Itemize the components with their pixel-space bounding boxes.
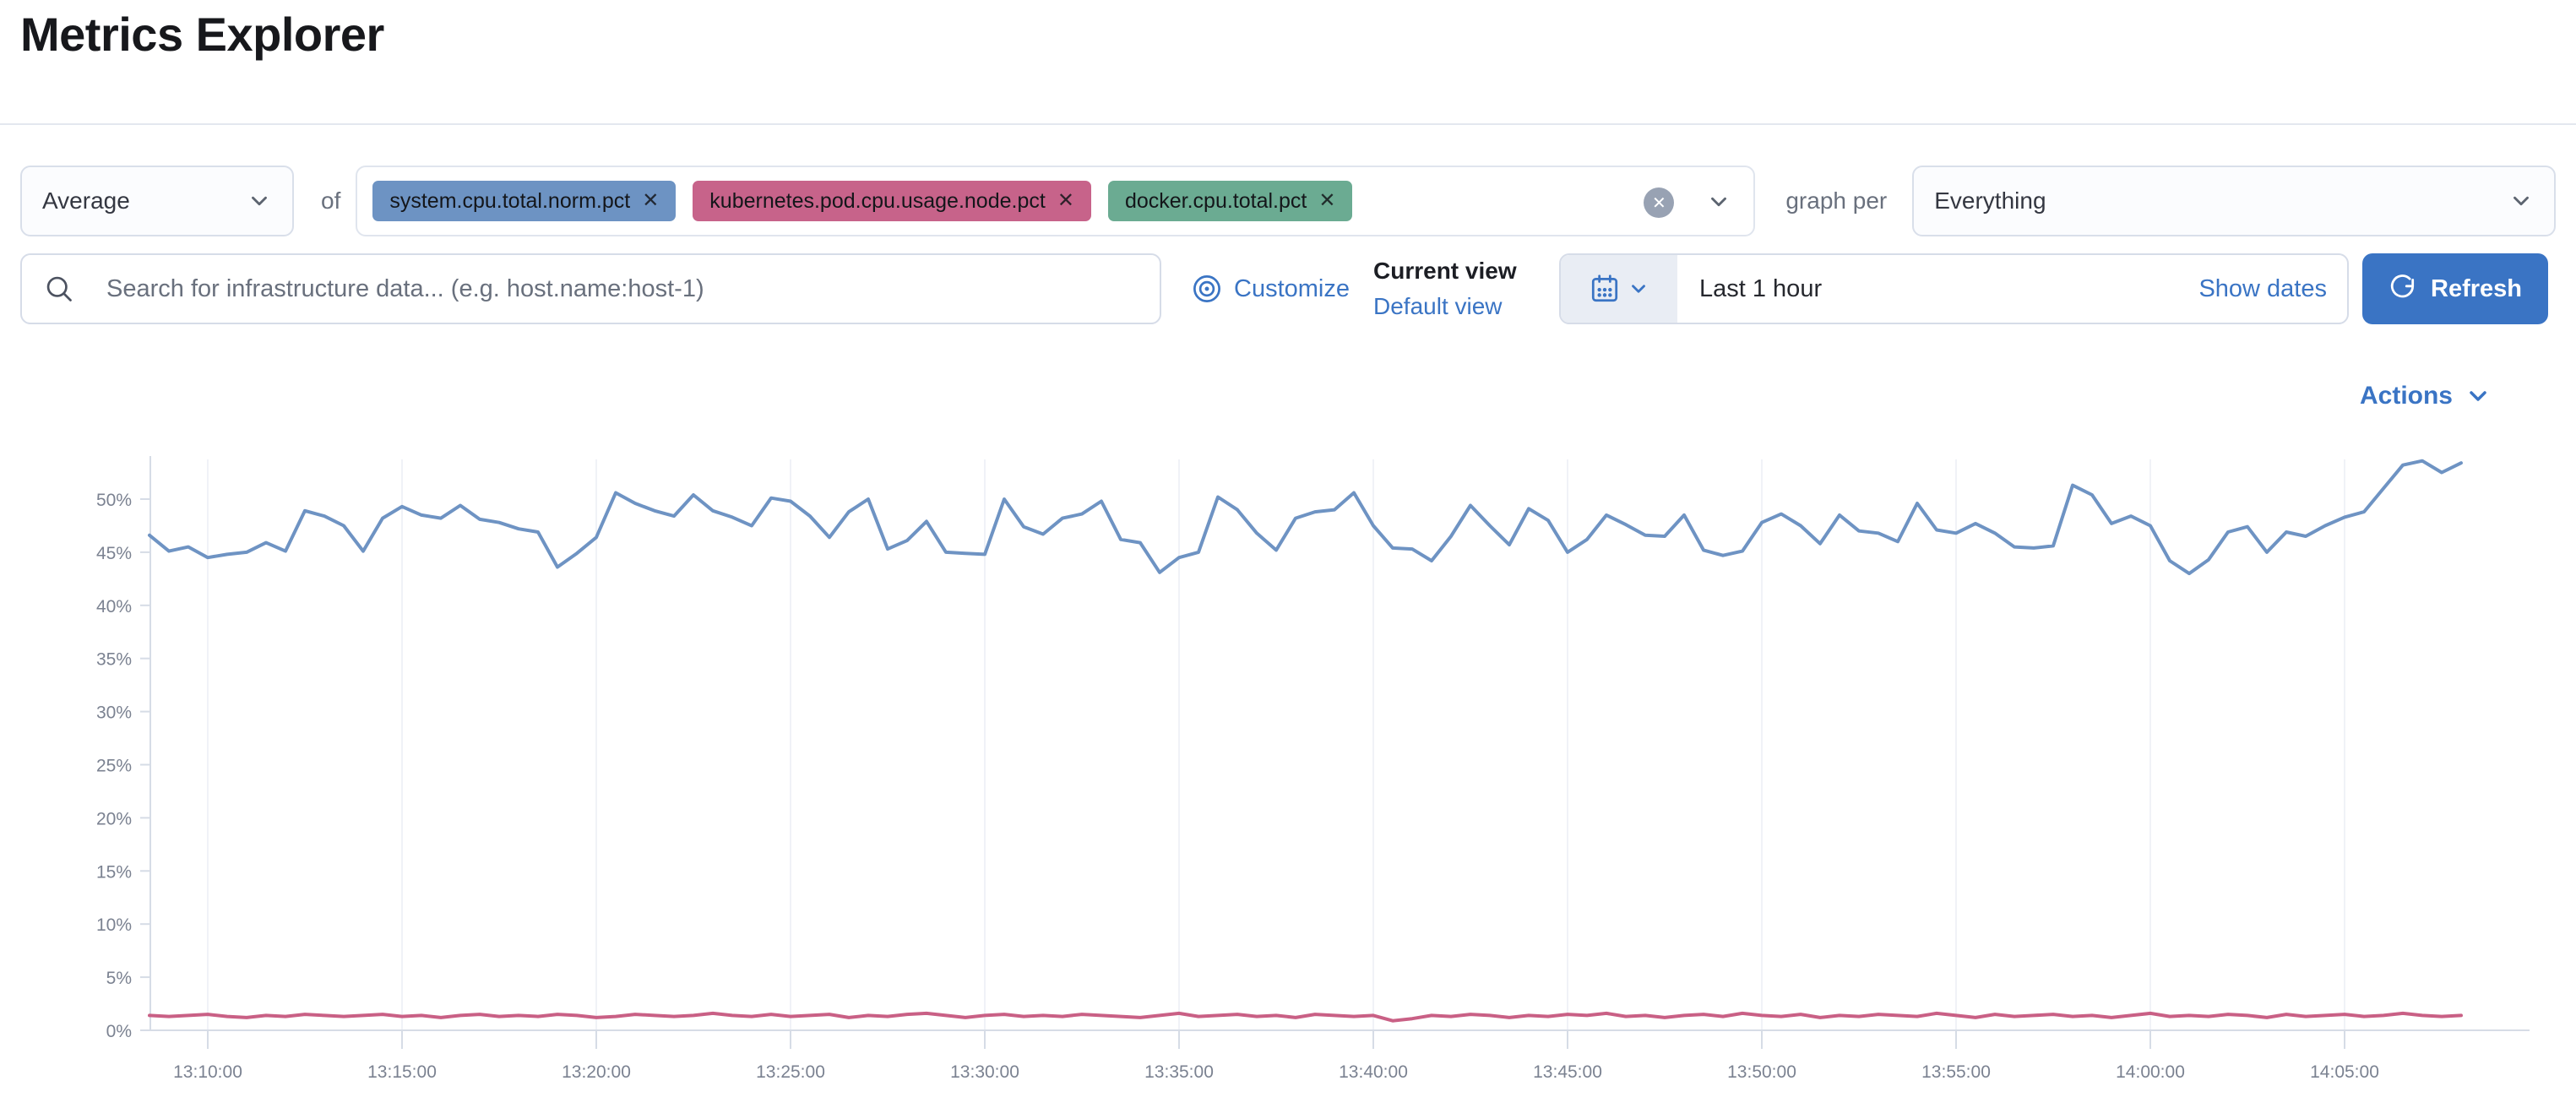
search-icon (46, 276, 72, 301)
metric-tag[interactable]: docker.cpu.total.pct ✕ (1107, 181, 1353, 221)
group-by-select[interactable]: Everything (1912, 166, 2556, 236)
default-view-link[interactable]: Default view (1373, 293, 1503, 319)
search-field-wrap (20, 253, 1161, 324)
view-switcher: Current view Default view (1373, 253, 1527, 324)
of-label: of (321, 187, 341, 214)
svg-text:35%: 35% (96, 650, 132, 670)
actions-menu-button[interactable]: Actions (2360, 382, 2492, 410)
aggregation-value: Average (42, 187, 130, 214)
svg-text:13:30:00: 13:30:00 (950, 1062, 1019, 1082)
svg-text:15%: 15% (96, 862, 132, 882)
remove-metric-icon[interactable]: ✕ (1057, 189, 1074, 212)
svg-text:0%: 0% (106, 1022, 132, 1041)
remove-metric-icon[interactable]: ✕ (642, 189, 660, 212)
svg-text:13:45:00: 13:45:00 (1533, 1062, 1602, 1082)
metric-tag-label: system.cpu.total.norm.pct (389, 188, 631, 213)
chevron-down-icon (2514, 196, 2529, 206)
svg-text:13:50:00: 13:50:00 (1727, 1062, 1796, 1082)
svg-text:13:40:00: 13:40:00 (1339, 1062, 1408, 1082)
svg-text:10%: 10% (96, 915, 132, 935)
metric-tag-label: kubernetes.pod.cpu.usage.node.pct (709, 188, 1046, 213)
svg-text:13:35:00: 13:35:00 (1144, 1062, 1214, 1082)
remove-metric-icon[interactable]: ✕ (1318, 189, 1336, 212)
show-dates-button[interactable]: Show dates (2198, 274, 2327, 302)
chevron-down-icon (1711, 197, 1727, 207)
refresh-button[interactable]: Refresh (2362, 253, 2548, 324)
metric-tag[interactable]: kubernetes.pod.cpu.usage.node.pct ✕ (693, 181, 1091, 221)
metric-controls-row: Average of system.cpu.total.norm.pct ✕ k… (20, 166, 2556, 236)
current-view-label: Current view (1373, 258, 1517, 284)
clear-all-icon[interactable]: ✕ (1644, 187, 1675, 218)
time-range-picker[interactable]: Last 1 hour Show dates (1559, 253, 2349, 324)
svg-text:25%: 25% (96, 757, 132, 776)
svg-text:20%: 20% (96, 809, 132, 828)
customize-button[interactable]: Customize (1192, 274, 1350, 304)
time-range-value[interactable]: Last 1 hour (1699, 274, 1823, 302)
calendar-menu-button[interactable] (1561, 255, 1677, 323)
svg-text:14:05:00: 14:05:00 (2310, 1062, 2379, 1082)
chevron-down-icon (1632, 285, 1645, 293)
svg-text:13:25:00: 13:25:00 (756, 1062, 825, 1082)
svg-text:13:55:00: 13:55:00 (1921, 1062, 1991, 1082)
svg-text:13:20:00: 13:20:00 (562, 1062, 631, 1082)
divider (0, 123, 2576, 125)
search-input[interactable] (20, 253, 1161, 324)
page-title: Metrics Explorer (20, 8, 384, 61)
actions-label: Actions (2359, 382, 2453, 410)
refresh-label: Refresh (2431, 274, 2522, 302)
refresh-icon (2390, 274, 2415, 298)
svg-text:45%: 45% (96, 544, 132, 563)
svg-text:5%: 5% (106, 969, 132, 988)
svg-text:40%: 40% (96, 597, 132, 616)
customize-label: Customize (1234, 274, 1350, 302)
aggregation-select[interactable]: Average (20, 166, 294, 236)
svg-text:13:15:00: 13:15:00 (367, 1062, 437, 1082)
metrics-combobox[interactable]: system.cpu.total.norm.pct ✕ kubernetes.p… (356, 166, 1756, 236)
group-by-value: Everything (1934, 187, 2046, 214)
chevron-down-icon (2470, 391, 2486, 401)
svg-text:30%: 30% (96, 703, 132, 723)
svg-text:14:00:00: 14:00:00 (2116, 1062, 2185, 1082)
query-controls-row: Customize Current view Default view Last… (20, 253, 2556, 324)
calendar-icon (1591, 274, 1618, 302)
svg-text:13:10:00: 13:10:00 (173, 1062, 242, 1082)
graph-per-label: graph per (1785, 187, 1888, 214)
metric-tag-label: docker.cpu.total.pct (1124, 188, 1307, 213)
chevron-down-icon (252, 196, 267, 206)
metric-tag[interactable]: system.cpu.total.norm.pct ✕ (372, 181, 677, 221)
svg-text:50%: 50% (96, 491, 132, 510)
bullseye-icon (1193, 275, 1220, 302)
